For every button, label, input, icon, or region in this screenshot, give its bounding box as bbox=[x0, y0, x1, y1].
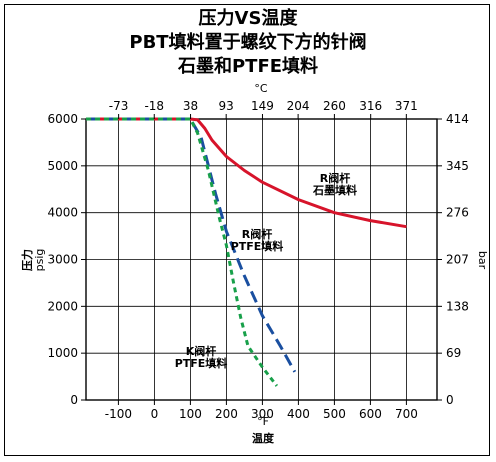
y-left-tick-label: 3000 bbox=[47, 253, 78, 267]
y-left-label-line-1: 压力 bbox=[20, 249, 34, 271]
y-right-label: bar bbox=[476, 251, 489, 270]
y-right-tick-label: 207 bbox=[446, 253, 469, 267]
y-right-tick-label: 414 bbox=[446, 112, 469, 126]
series-label-3-line-2: PTFE填料 bbox=[175, 356, 228, 370]
chart-title-line-2: PBT填料置于螺纹下方的针阀 bbox=[129, 31, 366, 53]
x-top-tick-label: 38 bbox=[183, 99, 198, 113]
chart-frame: 压力VS温度 PBT填料置于螺纹下方的针阀 石墨和PTFE填料 -100 0 100 20… bbox=[4, 4, 490, 456]
x-top-unit-label: °C bbox=[254, 82, 268, 95]
x-bottom-tick-label: 100 bbox=[179, 407, 202, 421]
series-line-3 bbox=[86, 117, 278, 387]
series-line-2 bbox=[86, 117, 297, 373]
x-top-tick-label: -73 bbox=[109, 99, 129, 113]
y-left-tick-label: 2000 bbox=[47, 299, 78, 313]
y-left-label-line-2: psig bbox=[33, 249, 46, 272]
chart-title-line-1: 压力VS温度 bbox=[199, 7, 299, 29]
x-bottom-tick-label: -100 bbox=[105, 407, 132, 421]
y-left-tick-label: 5000 bbox=[47, 159, 78, 173]
y-left-tick-label: 0 bbox=[70, 393, 78, 407]
y-right-tick-label: 69 bbox=[446, 346, 461, 360]
x-bottom-tick-label: 500 bbox=[323, 407, 346, 421]
series-label-1-line-1: R阀杆 bbox=[320, 171, 350, 185]
y-right-tick-label: 276 bbox=[446, 206, 469, 220]
x-top-tick-label: 371 bbox=[395, 99, 418, 113]
x-top-tick-label: 204 bbox=[287, 99, 310, 113]
x-bottom-tick-label: 600 bbox=[359, 407, 382, 421]
series-line-1 bbox=[86, 117, 407, 229]
x-top-tick-label: 316 bbox=[359, 99, 382, 113]
chart-title-line-3: 石墨和PTFE填料 bbox=[177, 55, 318, 77]
y-left-tick-label: 6000 bbox=[47, 112, 78, 126]
x-axis-label: 温度 bbox=[252, 431, 275, 445]
x-top-tick-label: -18 bbox=[144, 99, 164, 113]
x-bottom-unit-label: °F bbox=[257, 415, 269, 428]
x-top-tick-label: 260 bbox=[323, 99, 346, 113]
x-bottom-tick-label: 400 bbox=[287, 407, 310, 421]
x-bottom-tick-label: 200 bbox=[215, 407, 238, 421]
x-bottom-tick-label: 300 bbox=[251, 407, 274, 421]
x-bottom-tick-label: 0 bbox=[151, 407, 159, 421]
x-top-tick-label: 93 bbox=[219, 99, 234, 113]
series-label-3-line-1: K阀杆 bbox=[186, 344, 217, 358]
y-left-tick-label: 4000 bbox=[47, 206, 78, 220]
x-top-tick-label: 149 bbox=[251, 99, 274, 113]
series-label-1-line-2: 石墨填料 bbox=[312, 183, 357, 197]
series-label-2-line-2: PTFE填料 bbox=[231, 239, 284, 253]
y-right-tick-label: 345 bbox=[446, 159, 469, 173]
y-right-tick-label: 138 bbox=[446, 299, 469, 313]
y-right-tick-label: 0 bbox=[446, 393, 454, 407]
x-bottom-tick-label: 700 bbox=[395, 407, 418, 421]
y-left-tick-label: 1000 bbox=[47, 346, 78, 360]
series-label-2-line-1: R阀杆 bbox=[242, 227, 272, 241]
